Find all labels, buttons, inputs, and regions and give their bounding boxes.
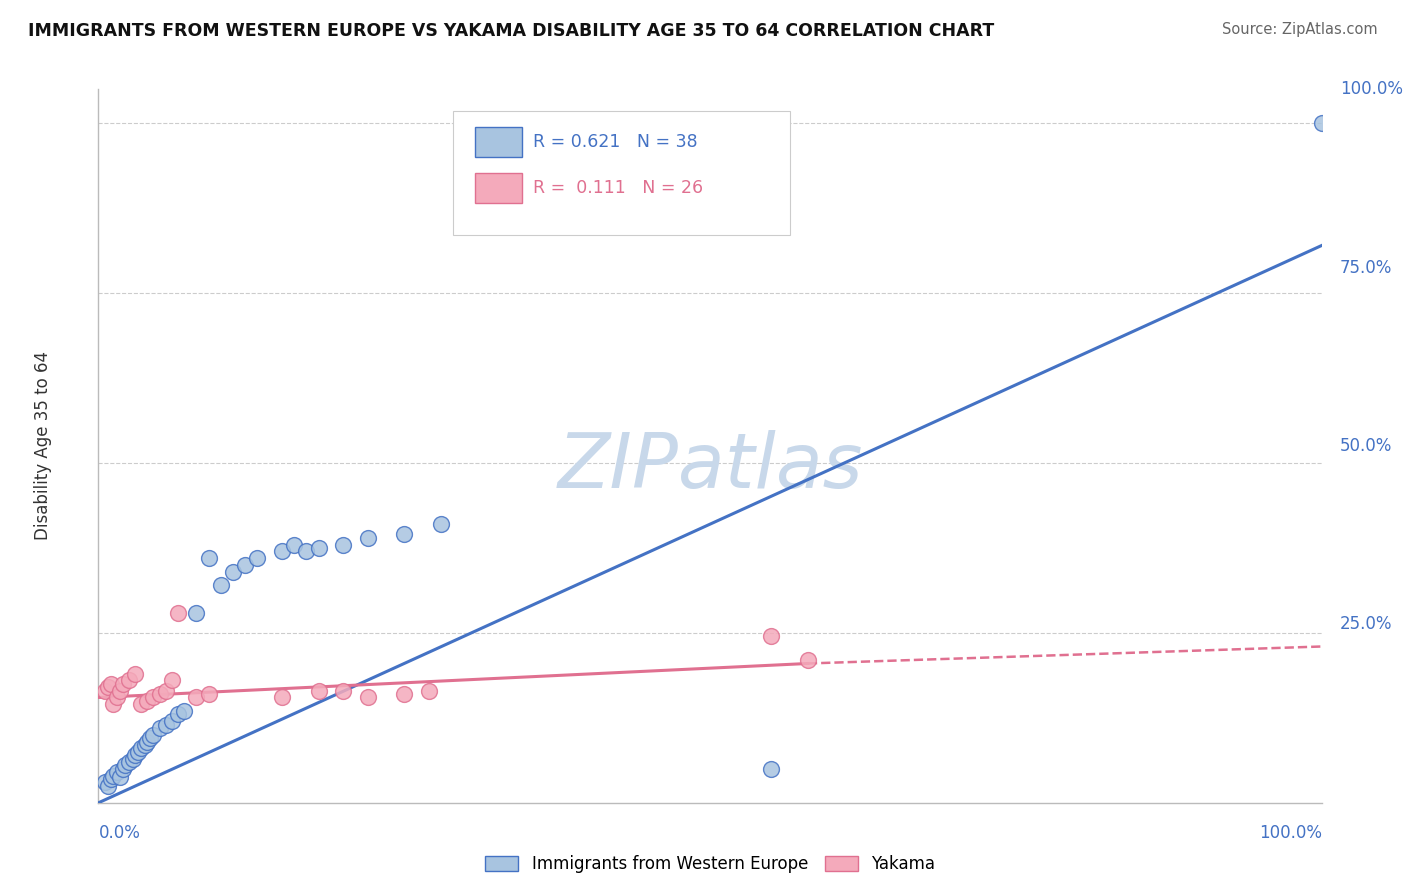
Point xyxy=(308,541,330,555)
Point xyxy=(121,751,143,765)
Point xyxy=(110,770,132,784)
Point xyxy=(142,728,165,742)
Point xyxy=(233,558,256,572)
Point xyxy=(127,745,149,759)
Point xyxy=(197,687,219,701)
Point xyxy=(418,683,440,698)
Point xyxy=(173,704,195,718)
FancyBboxPatch shape xyxy=(475,127,522,157)
Point xyxy=(160,714,183,729)
Point xyxy=(111,762,134,776)
Point xyxy=(160,673,183,688)
Point xyxy=(136,734,159,748)
Point xyxy=(97,779,120,793)
Point xyxy=(332,537,354,551)
Point xyxy=(197,551,219,566)
Point xyxy=(308,683,330,698)
Point xyxy=(392,527,416,541)
Point xyxy=(430,517,453,532)
Text: 75.0%: 75.0% xyxy=(1340,259,1392,277)
Point xyxy=(142,690,165,705)
Text: R =  0.111   N = 26: R = 0.111 N = 26 xyxy=(533,179,703,197)
Point xyxy=(356,531,378,545)
Point xyxy=(332,683,354,698)
Point xyxy=(139,731,162,746)
Point xyxy=(295,544,318,558)
Point xyxy=(797,653,820,667)
FancyBboxPatch shape xyxy=(475,173,522,203)
Point xyxy=(155,683,177,698)
Point xyxy=(105,765,128,780)
Point xyxy=(110,683,132,698)
Point xyxy=(167,606,190,620)
Text: Disability Age 35 to 64: Disability Age 35 to 64 xyxy=(34,351,52,541)
Point xyxy=(761,762,783,776)
Point xyxy=(270,690,294,705)
Point xyxy=(209,578,232,592)
Point xyxy=(101,698,124,712)
Point xyxy=(105,690,128,705)
Point xyxy=(186,690,208,705)
Point xyxy=(129,698,152,712)
Point xyxy=(1310,116,1333,130)
Point xyxy=(392,687,416,701)
Point xyxy=(111,677,134,691)
Point xyxy=(761,629,783,643)
Point xyxy=(114,758,136,772)
Point xyxy=(100,677,122,691)
Point xyxy=(134,738,156,752)
Point xyxy=(118,673,141,688)
Text: 50.0%: 50.0% xyxy=(1340,437,1392,455)
Point xyxy=(222,565,245,579)
FancyBboxPatch shape xyxy=(453,111,790,235)
Point xyxy=(186,606,208,620)
Text: 0.0%: 0.0% xyxy=(98,824,141,842)
Point xyxy=(149,721,172,735)
Point xyxy=(124,748,146,763)
Text: 100.0%: 100.0% xyxy=(1340,80,1403,98)
Point xyxy=(124,666,146,681)
Text: ZIPatlas: ZIPatlas xyxy=(557,431,863,504)
Point xyxy=(93,775,115,789)
Point xyxy=(97,680,120,694)
Point xyxy=(101,769,124,783)
Point xyxy=(270,544,294,558)
Point xyxy=(149,687,172,701)
Text: R = 0.621   N = 38: R = 0.621 N = 38 xyxy=(533,133,697,151)
Point xyxy=(129,741,152,756)
Point xyxy=(100,772,122,786)
Point xyxy=(155,717,177,731)
Text: Source: ZipAtlas.com: Source: ZipAtlas.com xyxy=(1222,22,1378,37)
Point xyxy=(246,551,269,566)
Legend: Immigrants from Western Europe, Yakama: Immigrants from Western Europe, Yakama xyxy=(485,855,935,873)
Point xyxy=(356,690,378,705)
Point xyxy=(136,694,159,708)
Point xyxy=(93,683,115,698)
Point xyxy=(118,755,141,769)
Point xyxy=(283,537,305,551)
Text: 25.0%: 25.0% xyxy=(1340,615,1392,633)
Text: IMMIGRANTS FROM WESTERN EUROPE VS YAKAMA DISABILITY AGE 35 TO 64 CORRELATION CHA: IMMIGRANTS FROM WESTERN EUROPE VS YAKAMA… xyxy=(28,22,994,40)
Point xyxy=(167,707,190,722)
Text: 100.0%: 100.0% xyxy=(1258,824,1322,842)
